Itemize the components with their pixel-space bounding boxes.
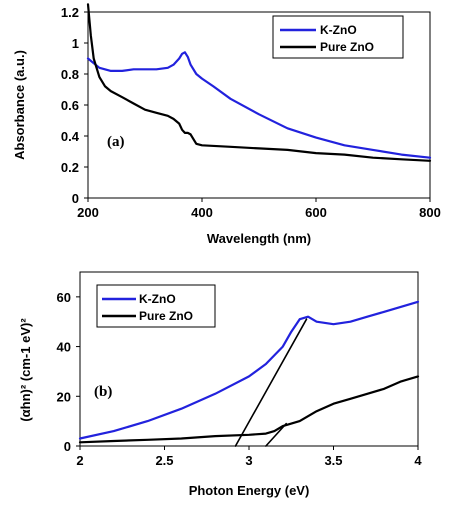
legend-label-k-zno-a: K-ZnO xyxy=(320,23,357,37)
legend-a: K-ZnO Pure ZnO xyxy=(272,15,404,59)
y-tick-label: 60 xyxy=(57,290,71,305)
series-b xyxy=(78,300,420,447)
y-tick-label: 1 xyxy=(72,36,79,51)
y-axis-title-a: Absorbance (a.u.) xyxy=(12,50,27,160)
series-line-k-zno-b xyxy=(78,300,420,440)
x-tick-label: 2.5 xyxy=(155,453,173,468)
axis-ticks-a: 200 400 600 800 0 0.2 0.4 0.6 0.8 1 1.2 xyxy=(61,5,441,220)
x-tick-label: 400 xyxy=(191,205,213,220)
x-axis-title-b: Photon Energy (eV) xyxy=(189,483,310,498)
x-tick-label: 3 xyxy=(245,453,252,468)
legend-b: K-ZnO Pure ZnO xyxy=(96,284,216,328)
legend-box-b xyxy=(96,284,216,328)
y-axis-title-b: (αhn)² (cm-1 eV)² xyxy=(18,318,33,422)
x-tick-label: 600 xyxy=(305,205,327,220)
x-tick-label: 200 xyxy=(77,205,99,220)
y-tick-label: 20 xyxy=(57,389,71,404)
x-tick-label: 3.5 xyxy=(324,453,342,468)
series-line-k-zno-a xyxy=(86,51,432,159)
panel-label-a: (a) xyxy=(107,134,125,150)
tangent-line-b-2 xyxy=(234,318,308,447)
legend-box-a xyxy=(272,15,404,59)
x-tick-label: 2 xyxy=(76,453,83,468)
x-axis-title-a: Wavelength (nm) xyxy=(207,231,311,246)
legend-label-pure-zno-b: Pure ZnO xyxy=(139,309,193,323)
legend-label-pure-zno-a: Pure ZnO xyxy=(320,40,374,54)
x-tick-label: 800 xyxy=(419,205,441,220)
tangent-line-b-3 xyxy=(265,422,288,447)
panel-label-b: (b) xyxy=(94,384,112,400)
y-tick-label: 40 xyxy=(57,340,71,355)
x-tick-label: 4 xyxy=(414,453,422,468)
series-line-pure-zno-b xyxy=(78,375,420,444)
y-tick-label: 0.8 xyxy=(61,67,79,82)
series-line-pure-zno-a xyxy=(86,3,432,162)
y-tick-label: 0.2 xyxy=(61,160,79,175)
legend-label-k-zno-b: K-ZnO xyxy=(139,292,176,306)
y-tick-label: 0 xyxy=(64,439,71,454)
y-tick-label: 0.6 xyxy=(61,98,79,113)
absorbance-chart: 200 400 600 800 0 0.2 0.4 0.6 0.8 1 1.2 Wavelength… xyxy=(12,3,441,246)
y-tick-label: 0 xyxy=(72,191,79,206)
y-tick-label: 0.4 xyxy=(61,129,80,144)
series-a xyxy=(86,3,432,162)
y-tick-label: 1.2 xyxy=(61,5,79,20)
